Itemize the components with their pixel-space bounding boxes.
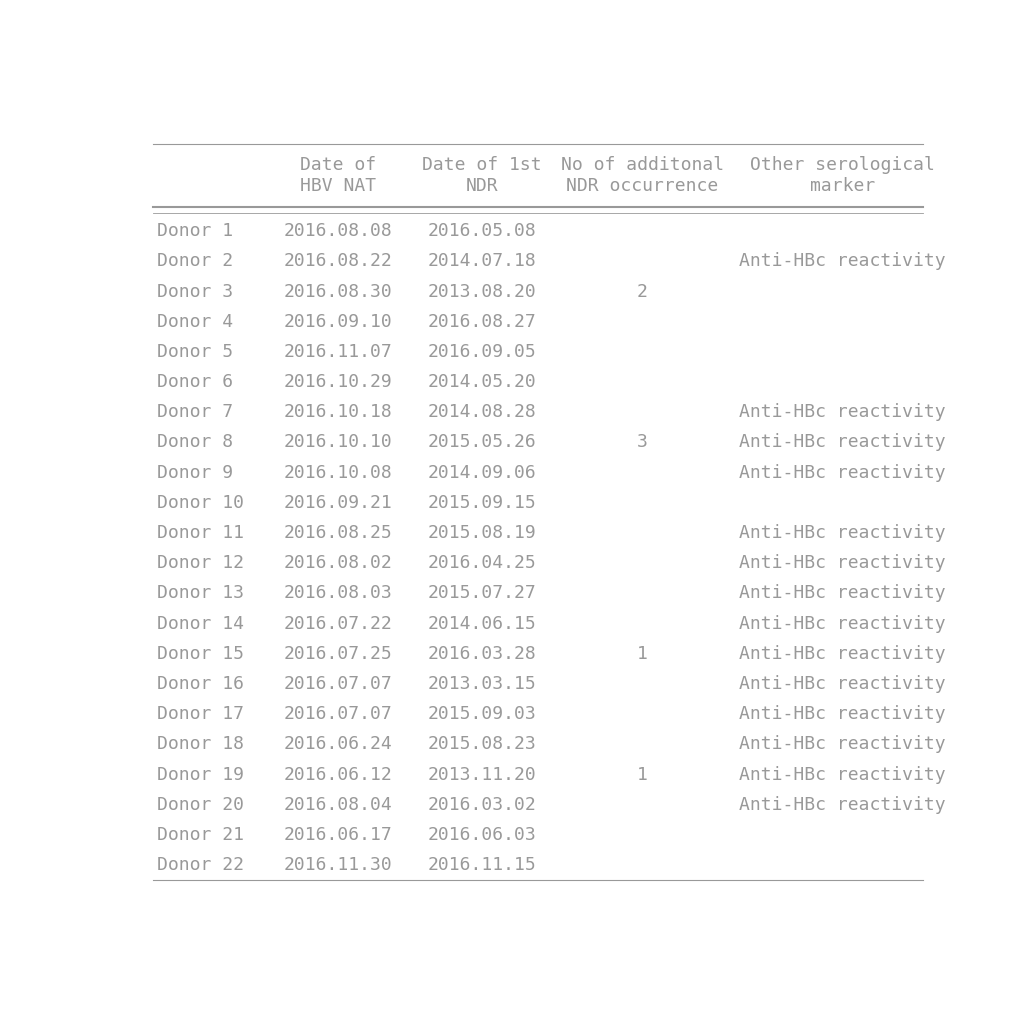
Text: Donor 14: Donor 14 — [157, 615, 244, 633]
Text: Donor 13: Donor 13 — [157, 584, 244, 603]
Text: Anti-HBc reactivity: Anti-HBc reactivity — [739, 615, 946, 633]
Text: Donor 9: Donor 9 — [157, 463, 234, 482]
Text: 2016.09.05: 2016.09.05 — [427, 343, 537, 361]
Text: 2016.08.22: 2016.08.22 — [283, 252, 392, 270]
Text: Donor 1: Donor 1 — [157, 222, 234, 240]
Text: 2016.09.10: 2016.09.10 — [283, 313, 392, 330]
Text: 2016.06.03: 2016.06.03 — [427, 826, 537, 844]
Text: Donor 7: Donor 7 — [157, 404, 234, 421]
Text: 2016.07.25: 2016.07.25 — [283, 645, 392, 663]
Text: 2016.11.07: 2016.11.07 — [283, 343, 392, 361]
Text: Donor 18: Donor 18 — [157, 736, 244, 753]
Text: 2016.10.10: 2016.10.10 — [283, 433, 392, 451]
Text: Anti-HBc reactivity: Anti-HBc reactivity — [739, 705, 946, 723]
Text: 2015.05.26: 2015.05.26 — [427, 433, 537, 451]
Text: 2016.07.07: 2016.07.07 — [283, 705, 392, 723]
Text: Donor 15: Donor 15 — [157, 645, 244, 663]
Text: 2014.06.15: 2014.06.15 — [427, 615, 537, 633]
Text: 2016.08.03: 2016.08.03 — [283, 584, 392, 603]
Text: 2016.07.07: 2016.07.07 — [283, 675, 392, 694]
Text: 2016.09.21: 2016.09.21 — [283, 494, 392, 512]
Text: 1: 1 — [637, 645, 647, 663]
Text: 2014.07.18: 2014.07.18 — [427, 252, 537, 270]
Text: 2015.07.27: 2015.07.27 — [427, 584, 537, 603]
Text: 2016.11.30: 2016.11.30 — [283, 857, 392, 874]
Text: Anti-HBc reactivity: Anti-HBc reactivity — [739, 463, 946, 482]
Text: Donor 10: Donor 10 — [157, 494, 244, 512]
Text: Donor 16: Donor 16 — [157, 675, 244, 694]
Text: Anti-HBc reactivity: Anti-HBc reactivity — [739, 675, 946, 694]
Text: 2016.07.22: 2016.07.22 — [283, 615, 392, 633]
Text: Anti-HBc reactivity: Anti-HBc reactivity — [739, 524, 946, 542]
Text: Donor 20: Donor 20 — [157, 796, 244, 814]
Text: Anti-HBc reactivity: Anti-HBc reactivity — [739, 554, 946, 573]
Text: Anti-HBc reactivity: Anti-HBc reactivity — [739, 796, 946, 814]
Text: 2016.03.02: 2016.03.02 — [427, 796, 537, 814]
Text: 2016.08.08: 2016.08.08 — [283, 222, 392, 240]
Text: Other serological
marker: Other serological marker — [750, 156, 935, 195]
Text: 2016.08.04: 2016.08.04 — [283, 796, 392, 814]
Text: Donor 17: Donor 17 — [157, 705, 244, 723]
Text: 2014.09.06: 2014.09.06 — [427, 463, 537, 482]
Text: Donor 19: Donor 19 — [157, 766, 244, 783]
Text: Date of 1st
NDR: Date of 1st NDR — [422, 156, 542, 195]
Text: 2016.05.08: 2016.05.08 — [427, 222, 537, 240]
Text: 2016.03.28: 2016.03.28 — [427, 645, 537, 663]
Text: Anti-HBc reactivity: Anti-HBc reactivity — [739, 404, 946, 421]
Text: Donor 3: Donor 3 — [157, 283, 234, 300]
Text: 2016.10.08: 2016.10.08 — [283, 463, 392, 482]
Text: Donor 5: Donor 5 — [157, 343, 234, 361]
Text: 2016.08.30: 2016.08.30 — [283, 283, 392, 300]
Text: 2014.05.20: 2014.05.20 — [427, 374, 537, 391]
Text: 2015.08.19: 2015.08.19 — [427, 524, 537, 542]
Text: Donor 22: Donor 22 — [157, 857, 244, 874]
Text: 3: 3 — [637, 433, 647, 451]
Text: 2013.08.20: 2013.08.20 — [427, 283, 537, 300]
Text: 2016.06.12: 2016.06.12 — [283, 766, 392, 783]
Text: Donor 11: Donor 11 — [157, 524, 244, 542]
Text: Anti-HBc reactivity: Anti-HBc reactivity — [739, 645, 946, 663]
Text: 2013.11.20: 2013.11.20 — [427, 766, 537, 783]
Text: 2016.08.25: 2016.08.25 — [283, 524, 392, 542]
Text: Donor 6: Donor 6 — [157, 374, 234, 391]
Text: Anti-HBc reactivity: Anti-HBc reactivity — [739, 433, 946, 451]
Text: 1: 1 — [637, 766, 647, 783]
Text: 2015.09.03: 2015.09.03 — [427, 705, 537, 723]
Text: Donor 4: Donor 4 — [157, 313, 234, 330]
Text: No of additonal
NDR occurrence: No of additonal NDR occurrence — [560, 156, 724, 195]
Text: 2013.03.15: 2013.03.15 — [427, 675, 537, 694]
Text: 2016.08.02: 2016.08.02 — [283, 554, 392, 573]
Text: Anti-HBc reactivity: Anti-HBc reactivity — [739, 584, 946, 603]
Text: 2016.06.17: 2016.06.17 — [283, 826, 392, 844]
Text: 2016.04.25: 2016.04.25 — [427, 554, 537, 573]
Text: Anti-HBc reactivity: Anti-HBc reactivity — [739, 766, 946, 783]
Text: Donor 2: Donor 2 — [157, 252, 234, 270]
Text: Anti-HBc reactivity: Anti-HBc reactivity — [739, 252, 946, 270]
Text: Anti-HBc reactivity: Anti-HBc reactivity — [739, 736, 946, 753]
Text: 2016.08.27: 2016.08.27 — [427, 313, 537, 330]
Text: Donor 21: Donor 21 — [157, 826, 244, 844]
Text: 2016.10.29: 2016.10.29 — [283, 374, 392, 391]
Text: 2015.08.23: 2015.08.23 — [427, 736, 537, 753]
Text: Date of
HBV NAT: Date of HBV NAT — [300, 156, 375, 195]
Text: Donor 12: Donor 12 — [157, 554, 244, 573]
Text: 2: 2 — [637, 283, 647, 300]
Text: 2016.11.15: 2016.11.15 — [427, 857, 537, 874]
Text: Donor 8: Donor 8 — [157, 433, 234, 451]
Text: 2015.09.15: 2015.09.15 — [427, 494, 537, 512]
Text: 2016.10.18: 2016.10.18 — [283, 404, 392, 421]
Text: 2014.08.28: 2014.08.28 — [427, 404, 537, 421]
Text: 2016.06.24: 2016.06.24 — [283, 736, 392, 753]
